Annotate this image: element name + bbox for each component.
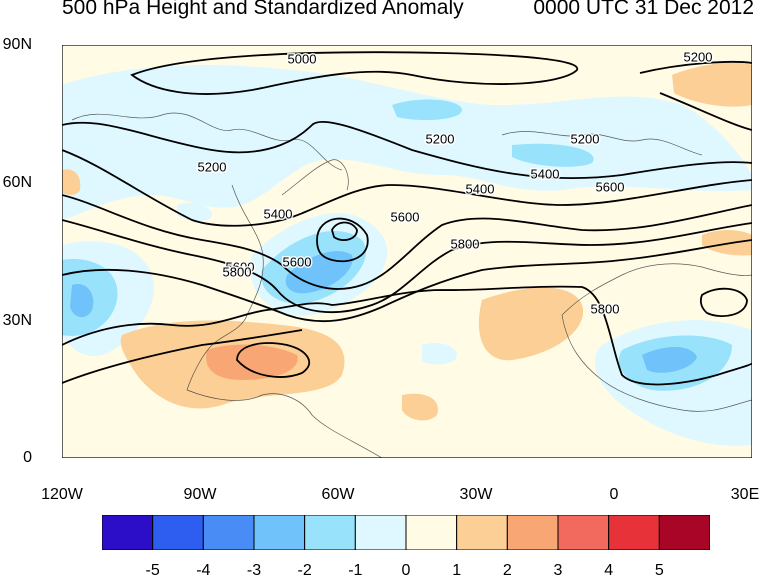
colorbar-tick-label: -1 [348,562,363,579]
colorbar-tick-label: -4 [196,562,211,579]
contour-label: 5200 [571,131,600,146]
colorbar-tick-label: 4 [604,562,614,579]
colorbar-tick-label: 0 [401,562,411,579]
contour-label: 5600 [596,179,625,194]
colorbar-tick-label: 3 [553,562,563,579]
colorbar-swatch [405,515,458,550]
colorbar-tick-label: 5 [654,562,664,579]
lat-tick-label: 30N [2,312,32,329]
colorbar-swatch [253,515,306,550]
lat-tick-label: 0 [23,449,32,466]
colorbar-tick-label: 2 [502,562,512,579]
colorbar-swatch [102,515,154,550]
colorbar-tick-label: -3 [246,562,262,579]
height-contours [62,51,752,386]
colorbar-swatch [304,515,356,550]
contour-label: 5400 [531,166,560,181]
map-plot: 5000 5200 5200 5200 5200 5400 5400 5400 5600 5600… [62,45,752,458]
colorbar-swatch [456,515,508,550]
contour-label: 5800 [591,301,620,316]
lon-tick-label: 90W [183,486,217,503]
colorbar-swatch [202,515,255,550]
lon-tick-label: 0 [609,486,619,503]
contour-label: 5600 [391,209,420,224]
lon-tick-label: 30W [459,486,493,503]
colorbar-tick-label: 1 [452,562,462,579]
colorbar-swatch [608,515,660,550]
contour-label: 5200 [684,49,713,64]
anomaly-colorbar [102,515,710,550]
colorbar-swatch [557,515,610,550]
positive-anomaly-shading-strong [206,344,298,380]
coastlines [71,112,752,458]
map-timestamp: 0000 UTC 31 Dec 2012 [533,0,754,19]
colorbar-swatch [152,515,204,550]
contour-label: 5400 [466,181,495,196]
lat-tick-label: 60N [2,174,32,191]
colorbar-tick-label: -2 [297,562,312,579]
colorbar-swatch [658,515,710,550]
colorbar-swatch [506,515,559,550]
colorbar-tick-label: -5 [145,562,160,579]
colorbar-swatch [354,515,407,550]
contour-label: 5200 [426,131,455,146]
contour-label: 5600 [226,259,255,274]
contour-label: 5800 [223,264,252,279]
contour-label: 5400 [264,206,293,221]
map-title: 500 hPa Height and Standardized Anomaly [62,0,464,19]
lon-tick-label: 60W [321,486,355,503]
contour-label: 5800 [451,236,480,251]
contour-label: 5600 [283,254,312,269]
lon-tick-label: 30E [730,486,760,503]
contour-label: 5000 [288,51,317,66]
lon-tick-label: 120W [41,486,83,503]
contour-label: 5200 [198,159,227,174]
lat-tick-label: 90N [2,36,32,53]
